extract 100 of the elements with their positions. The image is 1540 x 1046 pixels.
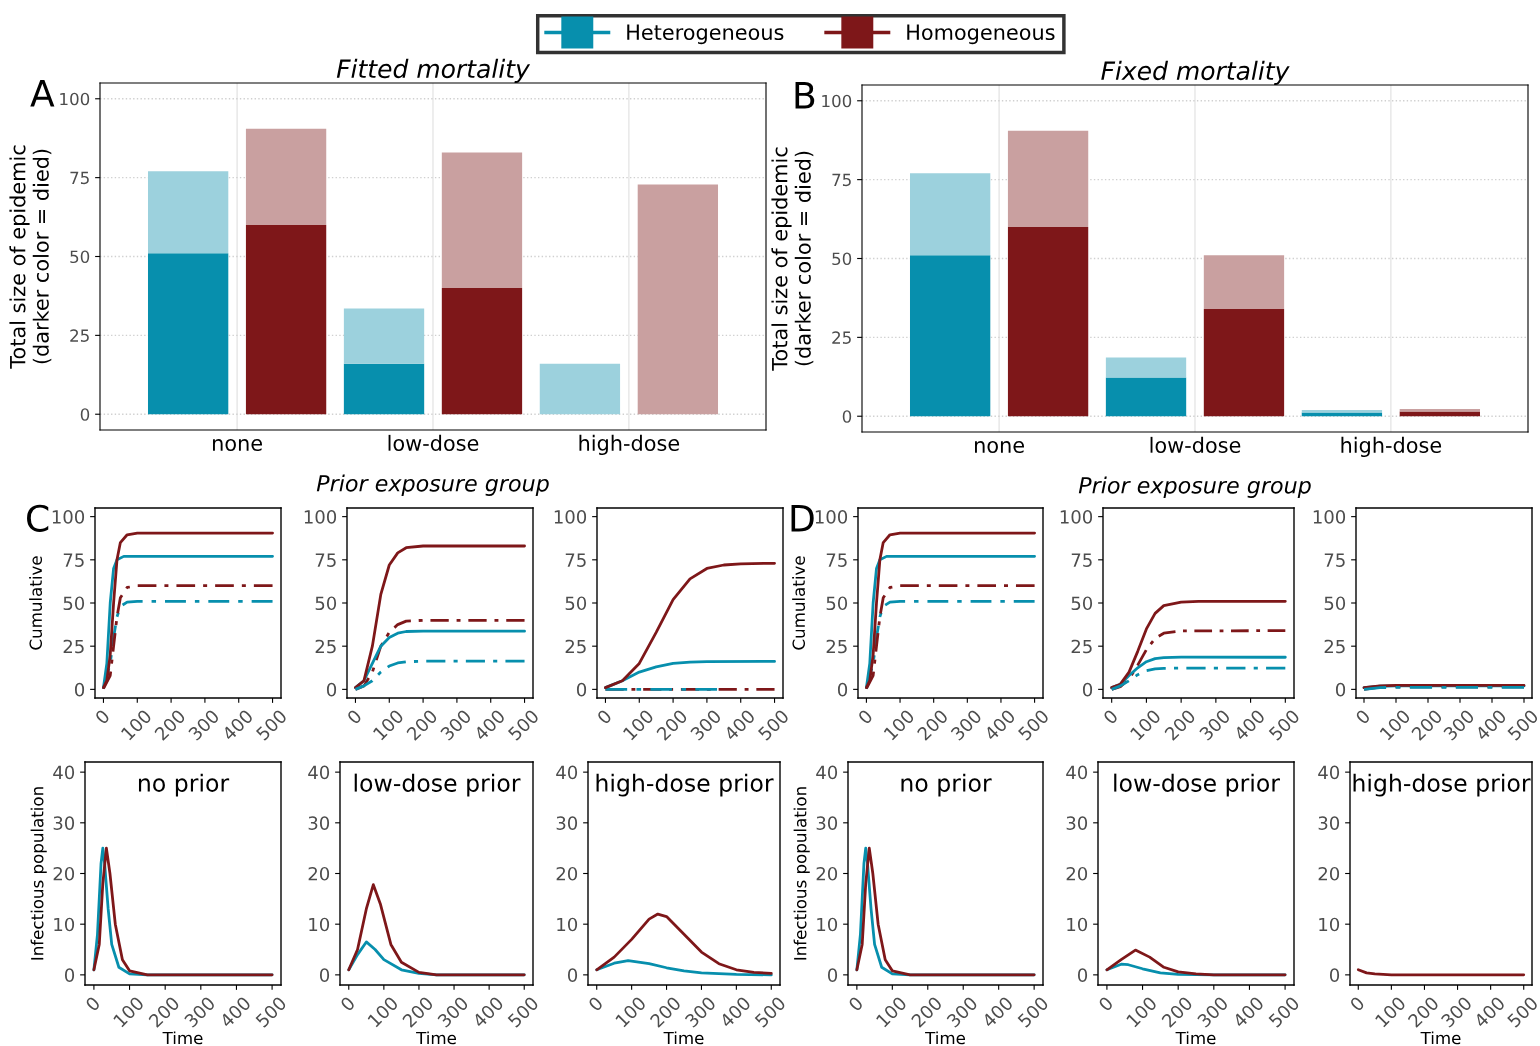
y-tick-label: 0 (80, 408, 90, 421)
y-tick-label: 0 (1329, 968, 1340, 982)
x-tick-label: 400 (473, 708, 506, 742)
y-tick-label: 20 (53, 866, 75, 881)
y-tick-label: 100 (52, 510, 85, 524)
y-tick-label: 20 (308, 866, 330, 881)
x-tick-label: 400 (471, 995, 505, 1029)
y-tick-label: 40 (53, 765, 75, 780)
y-tick-label: 0 (837, 682, 848, 697)
legend-label: Homogeneous (907, 24, 1055, 45)
y-axis-title: Cumulative (792, 556, 806, 650)
chart-title: Fixed mortality (1101, 60, 1290, 85)
y-tick-label: 75 (1324, 553, 1345, 567)
y-tick-label: 75 (832, 173, 851, 187)
y-tick-label: 10 (1319, 917, 1340, 932)
y-tick-label: 100 (1060, 510, 1093, 524)
y-tick-label: 30 (556, 816, 578, 830)
chart-title: no prior (138, 773, 230, 797)
y-tick-label: 0 (827, 968, 838, 982)
y-tick-label: 30 (53, 816, 75, 830)
text: A (30, 80, 55, 107)
x-tick-label: 400 (1231, 995, 1265, 1029)
y-tick-label: 75 (315, 553, 336, 567)
x-axis-title: Time (663, 1031, 704, 1045)
y-tick-label: 25 (70, 329, 89, 342)
x-tick-label: 400 (221, 708, 254, 742)
y-tick-label: 75 (63, 553, 84, 567)
y-tick-label: 75 (565, 553, 586, 567)
y-tick-label: 25 (832, 331, 851, 344)
y-tick-label: 0 (74, 682, 85, 697)
text: C (27, 504, 49, 532)
x-tick-label: 0 (596, 708, 613, 725)
x-tick-label: none (975, 441, 1024, 453)
y-tick-label: 40 (1066, 765, 1088, 780)
y-tick-label: 10 (54, 917, 75, 932)
x-tick-label: 0 (346, 708, 363, 725)
chart-title: low-dose prior (1114, 773, 1280, 797)
x-tick-label: 100 (1129, 708, 1162, 741)
x-axis-title: Prior exposure group (316, 474, 549, 496)
x-tick-label: 100 (883, 708, 916, 741)
y-tick-label: 100 (815, 510, 848, 524)
y-tick-label: 0 (1077, 968, 1088, 982)
y-tick-label: 10 (817, 917, 838, 932)
x-tick-label: low-dose (388, 434, 479, 451)
x-tick-label: 400 (718, 995, 752, 1029)
y-tick-label: 75 (1071, 553, 1092, 567)
y-tick-label: 0 (64, 968, 75, 982)
y-tick-label: 40 (556, 765, 578, 780)
x-axis-title: Prior exposure group (1078, 476, 1311, 498)
y-tick-label: 100 (1313, 510, 1346, 524)
y-axis-title: Total size of epidemic (darker color = died) (9, 145, 52, 369)
y-tick-label: 20 (1318, 866, 1340, 881)
y-tick-label: 50 (1071, 596, 1093, 611)
x-tick-label: 100 (875, 995, 908, 1028)
x-tick-label: 100 (1379, 708, 1412, 741)
x-tick-label: 100 (1125, 995, 1158, 1028)
x-tick-label: 400 (1233, 708, 1266, 742)
y-axis-title: Infectious population (30, 787, 47, 960)
x-tick-label: 0 (1349, 995, 1366, 1012)
y-tick-label: 25 (1324, 639, 1345, 654)
x-tick-label: 100 (120, 708, 153, 741)
y-tick-label: 25 (63, 639, 84, 654)
y-tick-label: 30 (1318, 816, 1340, 830)
y-tick-label: 30 (308, 816, 330, 830)
x-tick-label: 100 (622, 708, 655, 741)
chart-title: low-dose prior (354, 773, 521, 797)
y-tick-label: 0 (1082, 682, 1093, 697)
chart-title: high-dose prior (1353, 773, 1531, 797)
legend-label: Heterogeneous (627, 24, 784, 45)
text: B (795, 82, 815, 109)
x-tick-label: 400 (983, 708, 1016, 742)
x-tick-label: low-dose (1150, 436, 1241, 453)
x-tick-label: none (213, 439, 262, 451)
chart-title: Fitted mortality (336, 58, 531, 83)
x-tick-label: 0 (339, 995, 356, 1012)
y-tick-label: 0 (326, 682, 337, 697)
x-tick-label: 0 (857, 708, 874, 725)
y-tick-label: 0 (1335, 682, 1346, 697)
x-axis-title: Time (1175, 1031, 1216, 1045)
y-tick-label: 20 (1066, 866, 1088, 881)
x-axis-title: Time (1420, 1031, 1461, 1045)
y-tick-label: 50 (70, 250, 90, 264)
y-tick-label: 25 (826, 639, 847, 654)
x-tick-label: 0 (1102, 708, 1119, 725)
y-tick-label: 0 (576, 682, 587, 697)
y-tick-label: 25 (565, 639, 586, 654)
x-tick-label: 400 (1473, 995, 1506, 1029)
y-tick-label: 100 (60, 92, 90, 106)
y-tick-label: 30 (816, 816, 838, 830)
y-tick-label: 100 (554, 510, 587, 524)
y-tick-label: 25 (1071, 639, 1092, 654)
x-tick-label: 400 (1474, 708, 1508, 742)
text: D (791, 505, 814, 532)
y-axis-title: Total size of epidemic (darker color = died) (771, 147, 814, 371)
y-tick-label: 10 (557, 917, 578, 932)
y-tick-label: 40 (1318, 765, 1340, 780)
y-axis-title: Cumulative (29, 556, 43, 650)
x-axis-title: Time (416, 1031, 456, 1045)
y-tick-label: 25 (315, 639, 336, 654)
y-tick-label: 50 (826, 596, 848, 611)
